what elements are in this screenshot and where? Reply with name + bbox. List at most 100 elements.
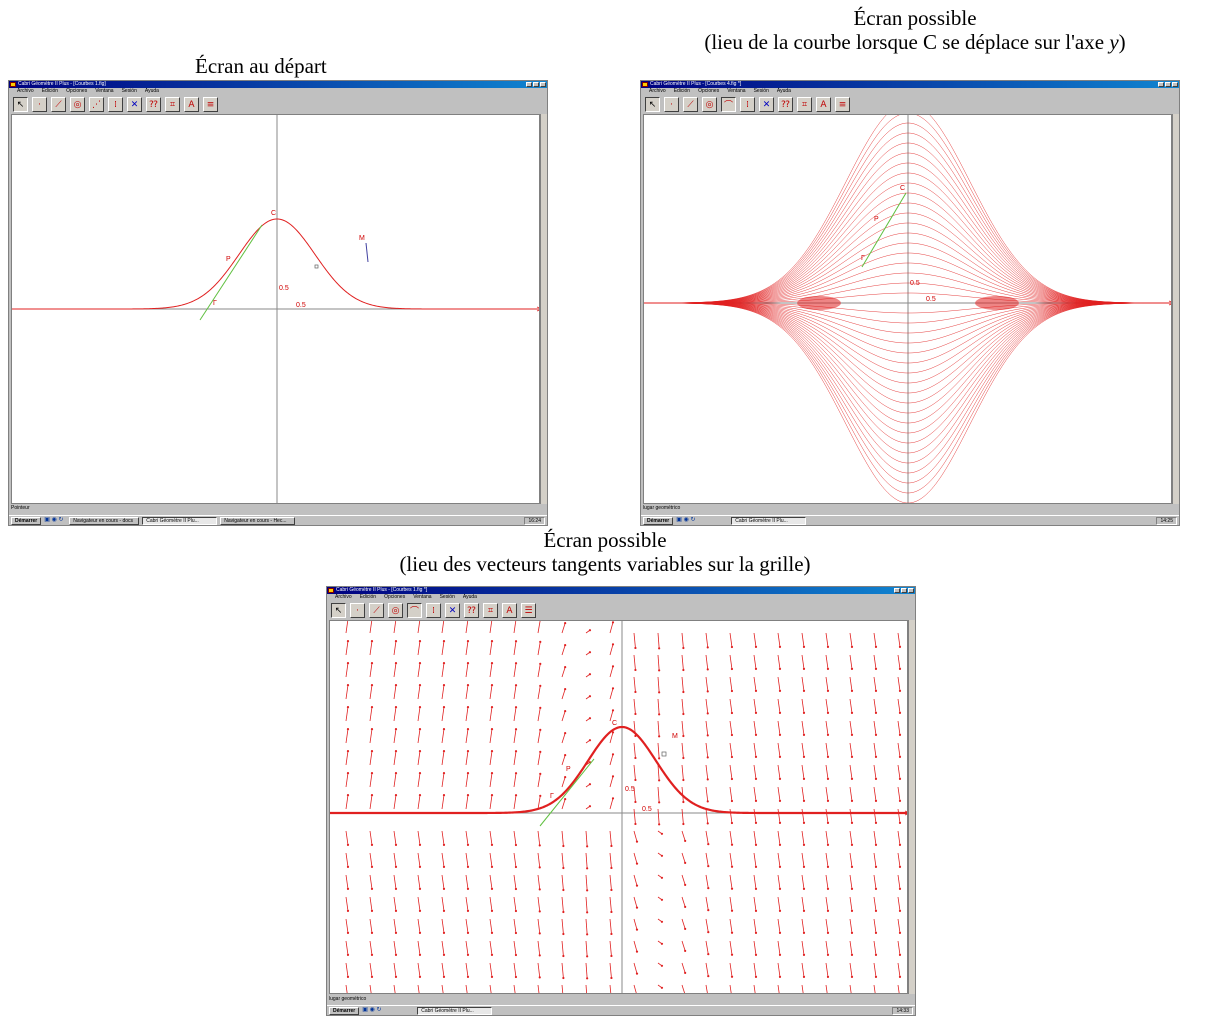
point-tool[interactable]: · bbox=[664, 97, 679, 112]
screen3-tangent-vector bbox=[537, 621, 541, 634]
screen2-canvas[interactable]: C P Γ 0.5 0.5 bbox=[643, 114, 1172, 504]
menu-archivo[interactable]: Archivo bbox=[649, 88, 666, 94]
construct-tool[interactable]: ⋰ bbox=[89, 97, 104, 112]
taskbar-task-2[interactable]: Cabri Géomètre II Plu... bbox=[142, 516, 218, 525]
screen3-scrollbar[interactable] bbox=[908, 620, 915, 994]
screen3-vector-head bbox=[684, 839, 687, 842]
measure-tool[interactable]: ⌗ bbox=[165, 97, 180, 112]
check-tool[interactable]: ⁇ bbox=[146, 97, 161, 112]
close-button[interactable] bbox=[540, 82, 546, 87]
screen3-vector-head bbox=[684, 949, 687, 952]
screen3-vector-head bbox=[588, 651, 592, 654]
text-tool[interactable]: A bbox=[184, 97, 199, 112]
screen1-scrollbar[interactable] bbox=[540, 114, 547, 504]
menu-ayuda[interactable]: Ayuda bbox=[462, 594, 477, 600]
screen3-tangent-vector bbox=[561, 918, 564, 935]
circle-tool[interactable]: ◎ bbox=[70, 97, 85, 112]
circle-tool[interactable]: ◎ bbox=[388, 603, 403, 618]
start-button[interactable]: Démarrer bbox=[329, 1006, 360, 1015]
menu-sesion[interactable]: Sesión bbox=[439, 594, 455, 600]
start-button[interactable]: Démarrer bbox=[11, 516, 42, 525]
screen3-vector-head bbox=[706, 690, 709, 693]
line-tool[interactable]: ⟋ bbox=[51, 97, 66, 112]
check-tool[interactable]: ⁇ bbox=[464, 603, 479, 618]
pointer-tool[interactable]: ↖ bbox=[13, 97, 28, 112]
menu-ventana[interactable]: Ventana bbox=[95, 88, 114, 94]
pointer-tool[interactable]: ↖ bbox=[331, 603, 346, 618]
symmetry-tool[interactable]: ⁞ bbox=[108, 97, 123, 112]
minimize-button[interactable] bbox=[1158, 82, 1164, 87]
text-tool[interactable]: A bbox=[502, 603, 517, 618]
attribute-tool[interactable]: ≡ bbox=[835, 97, 850, 112]
point-tool[interactable]: · bbox=[32, 97, 47, 112]
menu-edicion[interactable]: Edición bbox=[359, 594, 377, 600]
screen3-tangent-vector bbox=[873, 808, 877, 823]
screen3-tangent-vector bbox=[537, 940, 541, 956]
check-tool[interactable]: ⁇ bbox=[778, 97, 793, 112]
screen3-vector-head bbox=[490, 931, 494, 935]
maximize-button[interactable] bbox=[533, 82, 539, 87]
screen3-tangent-vector bbox=[705, 698, 709, 714]
menu-opciones[interactable]: Opciones bbox=[698, 88, 720, 94]
maximize-button[interactable] bbox=[901, 588, 907, 593]
maximize-button[interactable] bbox=[1165, 82, 1171, 87]
screen3-vector-head bbox=[682, 778, 685, 782]
menu-sesion[interactable]: Sesión bbox=[753, 88, 769, 94]
close-button[interactable] bbox=[908, 588, 914, 593]
taskbar-task-1[interactable]: Cabri Géomètre II Plu... bbox=[417, 1006, 493, 1015]
taskbar-task-3[interactable]: Navigateur en cours - Hec... bbox=[220, 516, 296, 525]
measure-tool[interactable]: ⌗ bbox=[483, 603, 498, 618]
quicklaunch-icons[interactable]: ▣ ◉ ↻ bbox=[676, 517, 696, 523]
measure-tool[interactable]: ⌗ bbox=[797, 97, 812, 112]
menu-opciones[interactable]: Opciones bbox=[384, 594, 406, 600]
attribute-tool[interactable]: ≡ bbox=[203, 97, 218, 112]
symmetry-icon: ⁞ bbox=[746, 99, 749, 110]
line-icon: ⟋ bbox=[373, 605, 380, 616]
thickness-tool[interactable]: ☰ bbox=[521, 603, 536, 618]
minimize-button[interactable] bbox=[526, 82, 532, 87]
screen3-vector-head bbox=[898, 711, 902, 714]
locus-tool[interactable]: ⌒ bbox=[407, 603, 422, 618]
menu-edicion[interactable]: Edición bbox=[673, 88, 691, 94]
screen1-canvas[interactable]: C P M Γ 0.5 0.5 bbox=[11, 114, 540, 504]
menu-opciones[interactable]: Opciones bbox=[66, 88, 88, 94]
close-button[interactable] bbox=[1172, 82, 1178, 87]
symmetry-tool[interactable]: ⁞ bbox=[426, 603, 441, 618]
transform-tool[interactable]: ✕ bbox=[445, 603, 460, 618]
menu-ayuda[interactable]: Ayuda bbox=[144, 88, 159, 94]
taskbar-task-1[interactable]: Cabri Géomètre II Plu... bbox=[731, 516, 807, 525]
screen3-tangent-vector bbox=[561, 896, 564, 913]
symmetry-tool[interactable]: ⁞ bbox=[740, 97, 755, 112]
screen3-vector-head bbox=[850, 777, 854, 780]
transform-tool[interactable]: ✕ bbox=[127, 97, 142, 112]
transform-tool[interactable]: ✕ bbox=[759, 97, 774, 112]
minimize-button[interactable] bbox=[894, 588, 900, 593]
screen3-tangent-vector bbox=[729, 808, 733, 824]
menu-archivo[interactable]: Archivo bbox=[335, 594, 352, 600]
screen2-cluster-left bbox=[797, 296, 841, 310]
quicklaunch-icons[interactable]: ▣ ◉ ↻ bbox=[44, 517, 64, 523]
pointer-tool[interactable]: ↖ bbox=[645, 97, 660, 112]
menu-ventana[interactable]: Ventana bbox=[727, 88, 746, 94]
line-tool[interactable]: ⟋ bbox=[683, 97, 698, 112]
screen3-vector-head bbox=[778, 645, 782, 648]
screen3-tangent-vector bbox=[609, 644, 614, 656]
taskbar-task-1[interactable]: Navigateur en cours - docs bbox=[69, 516, 140, 525]
line-tool[interactable]: ⟋ bbox=[369, 603, 384, 618]
quicklaunch-icons[interactable]: ▣ ◉ ↻ bbox=[362, 1007, 382, 1013]
menu-ventana[interactable]: Ventana bbox=[413, 594, 432, 600]
screen3-vector-head bbox=[394, 865, 398, 868]
menu-archivo[interactable]: Archivo bbox=[17, 88, 34, 94]
text-tool[interactable]: A bbox=[816, 97, 831, 112]
caption-screen1-text: Écran au départ bbox=[195, 54, 327, 78]
menu-edicion[interactable]: Edición bbox=[41, 88, 59, 94]
locus-tool[interactable]: ⌒ bbox=[721, 97, 736, 112]
point-tool[interactable]: · bbox=[350, 603, 365, 618]
screen3-vector-head bbox=[610, 910, 613, 914]
menu-sesion[interactable]: Sesión bbox=[121, 88, 137, 94]
screen3-canvas[interactable]: C M P Γ 0.5 0.5 bbox=[329, 620, 908, 994]
menu-ayuda[interactable]: Ayuda bbox=[776, 88, 791, 94]
start-button[interactable]: Démarrer bbox=[643, 516, 674, 525]
screen2-scrollbar[interactable] bbox=[1172, 114, 1179, 504]
circle-tool[interactable]: ◎ bbox=[702, 97, 717, 112]
